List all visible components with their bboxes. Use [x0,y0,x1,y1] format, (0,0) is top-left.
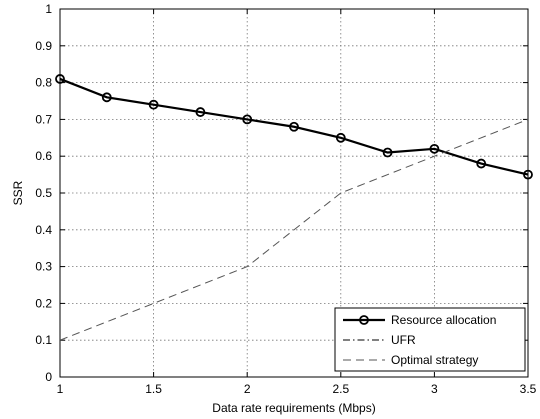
x-tick-label: 2.5 [332,382,349,396]
data-point [101,92,112,103]
data-point [148,99,159,110]
x-tick-label: 3 [431,382,438,396]
y-tick-label: 0.4 [35,223,52,237]
data-point [55,74,65,84]
axis-ticks: 1 1.5 2 2.5 3 3.5 0 0.1 0.2 0.3 0.4 0.5 0.6 0.7 0.8 0.9… [35,2,536,396]
data-point [335,132,346,143]
data-point [476,158,487,169]
x-tick-label: 1.5 [145,382,162,396]
y-tick-label: 0.3 [35,260,52,274]
x-tick-label: 1 [57,382,64,396]
data-point [382,147,393,158]
y-tick-label: 0.7 [35,112,52,126]
data-point [289,121,299,132]
legend-box [334,307,526,372]
y-tick-label: 0.6 [35,149,52,163]
series-line [59,118,529,341]
series-layer [55,8,533,341]
y-tick-label: 1 [45,2,52,16]
grid [60,9,528,377]
x-tick-label: 3.5 [520,382,537,396]
x-axis-label: Data rate requirements (Mbps) [212,401,375,415]
data-point [523,169,533,180]
legend-label: Resource allocation [391,313,496,327]
legend-label: UFR [391,333,416,347]
legend: Resource allocation UFR Optimal strategy [334,307,526,372]
y-tick-label: 0 [45,370,52,384]
y-axis-label: SSR [11,180,25,205]
data-point [429,143,440,154]
y-tick-label: 0.8 [35,76,52,90]
legend-marker [359,315,369,325]
data-point [195,107,206,117]
y-tick-label: 0.5 [35,186,52,200]
y-tick-label: 0.2 [35,296,52,310]
legend-label: Optimal strategy [391,353,478,367]
x-tick-label: 2 [244,382,251,396]
data-point [242,114,253,125]
series-line [59,77,529,176]
y-tick-label: 0.1 [35,333,52,347]
y-tick-label: 0.9 [35,39,52,53]
